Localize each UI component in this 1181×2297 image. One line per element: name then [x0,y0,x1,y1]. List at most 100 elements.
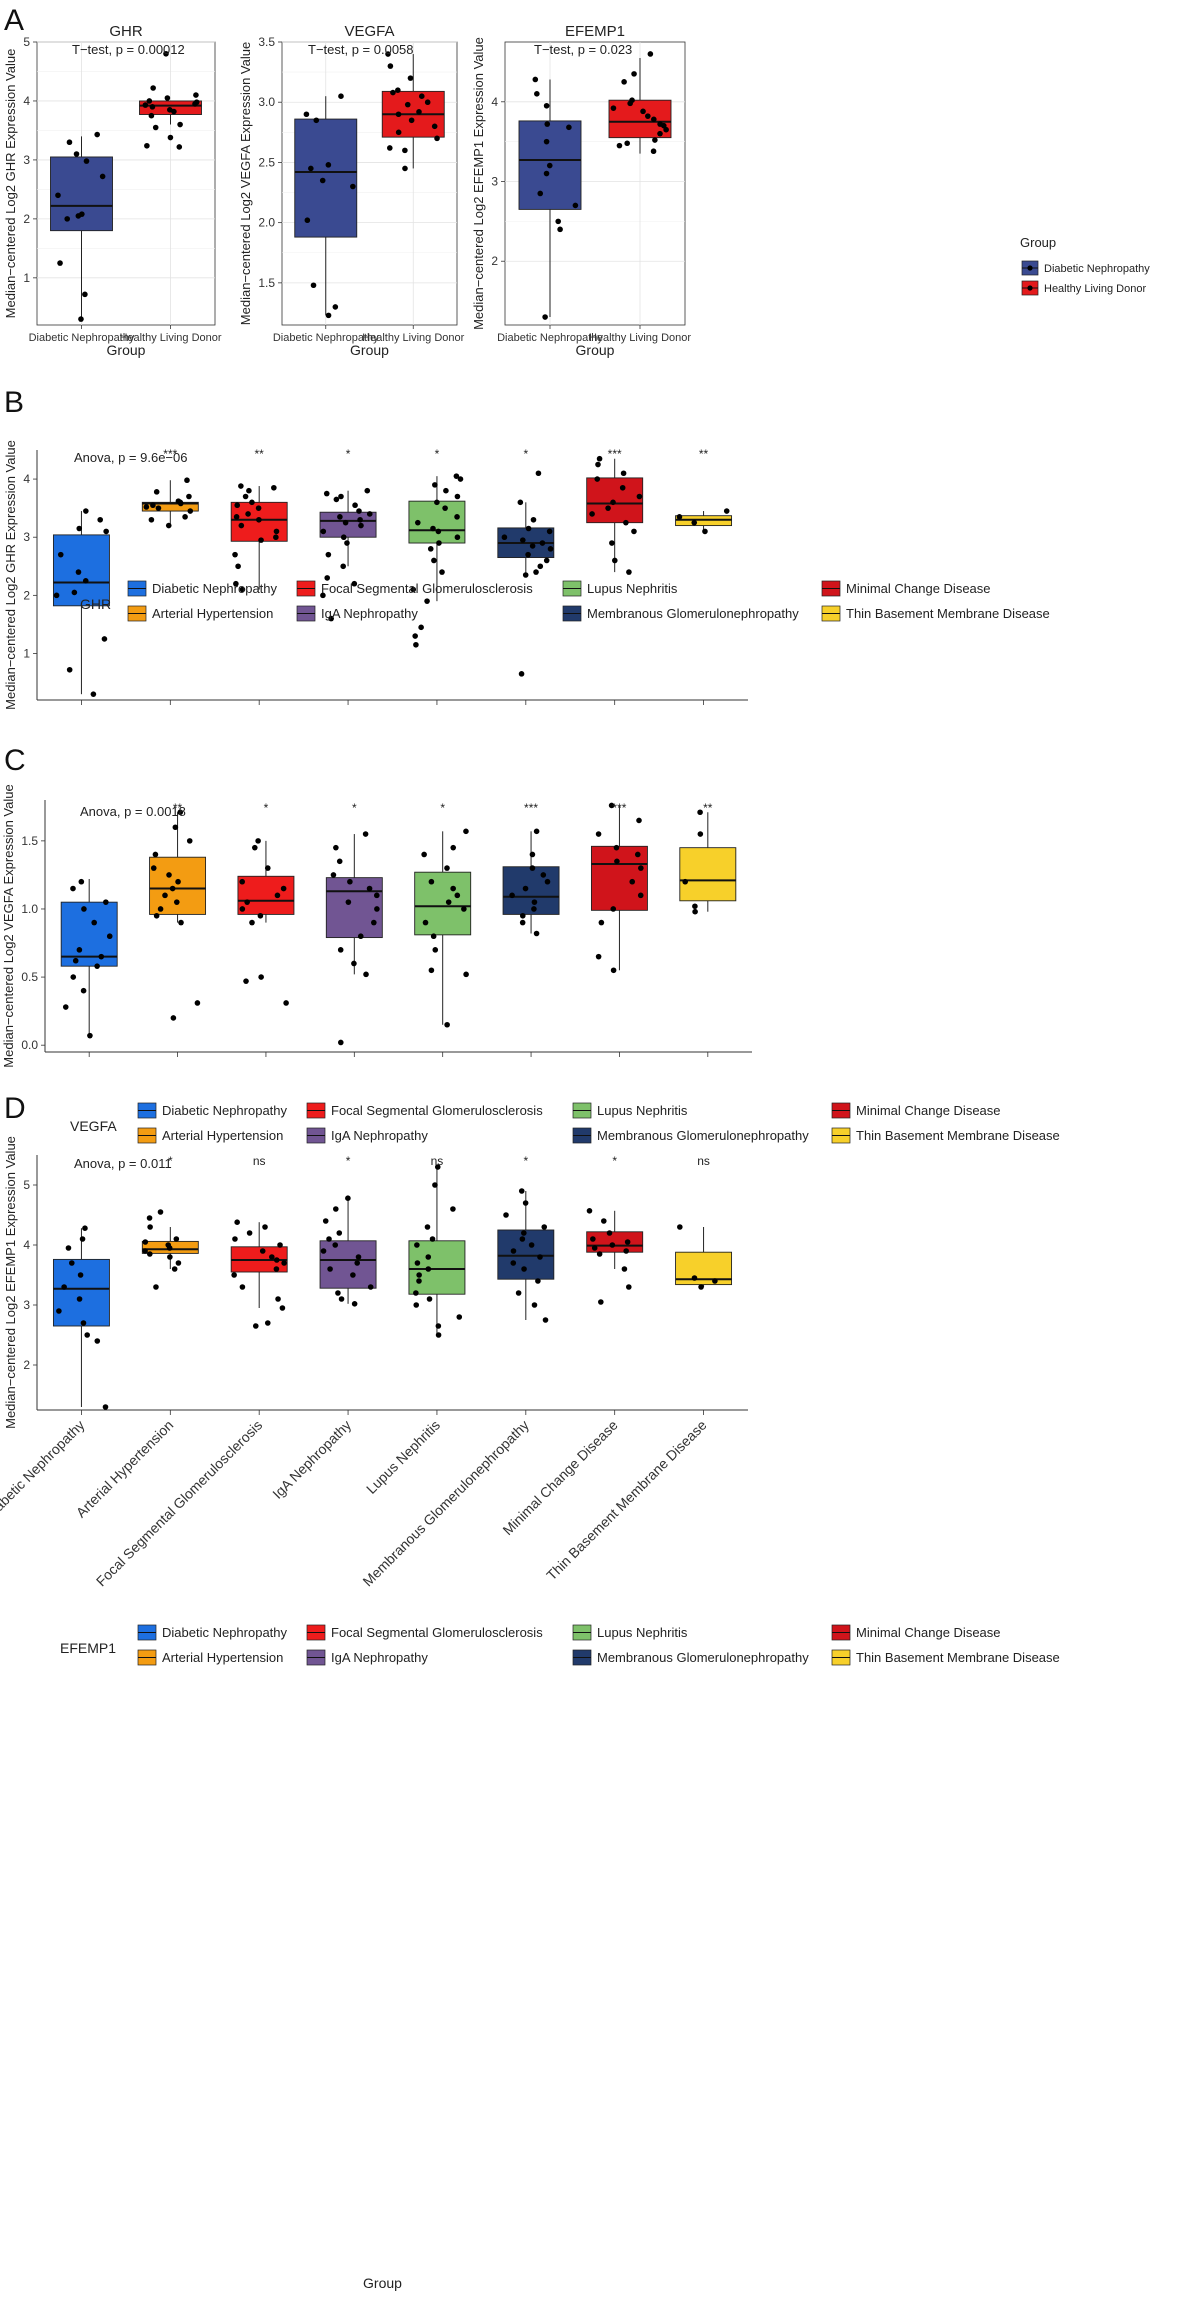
box-membranous-glomerulonephropathy [497,470,555,677]
significance-label: * [346,1154,351,1168]
legend-label: Lupus Nephritis [587,581,678,596]
data-point [351,580,358,587]
data-point [150,85,156,91]
data-point [444,1021,450,1028]
data-point [166,872,172,878]
data-point [692,908,698,915]
data-point [78,878,85,885]
data-point [431,557,437,564]
y-tick-label: 2 [23,588,30,602]
data-point [231,1272,237,1278]
data-point [193,92,199,98]
data-point [454,892,461,899]
data-point [621,1266,628,1272]
x-tick-label: Healthy Living Donor [119,332,221,344]
legend-gene: VEGFA [70,1118,117,1134]
data-point [235,563,241,570]
data-point [418,93,425,99]
x-tick-label: Thin Basement Membrane Disease [543,1417,710,1584]
legend-label: Arterial Hypertension [162,1128,283,1143]
data-point [356,508,362,514]
data-point [328,615,334,622]
data-point [366,511,373,517]
box-body [149,856,207,915]
data-point [73,151,80,157]
significance-label: * [168,1154,173,1168]
data-point [269,1254,275,1260]
y-tick-label: 3 [23,1298,30,1312]
data-point [682,878,688,885]
data-point [187,508,194,514]
data-point [76,947,83,953]
x-axis-label: Group [576,342,615,358]
data-point [66,139,73,146]
box-arterial-hypertension [149,809,207,1021]
data-point [525,525,532,532]
plot-area [37,1155,748,1410]
data-point [647,51,654,57]
data-point [323,490,330,497]
data-point [395,129,402,136]
box-body [141,501,199,512]
box-arterial-hypertension [141,1209,199,1290]
box-body [325,877,383,939]
data-point [66,666,73,673]
data-point [255,838,261,844]
box-minimal-change-disease [586,455,644,575]
data-point [546,528,553,535]
data-point [103,528,109,535]
data-point [246,487,252,494]
data-point [164,95,171,101]
data-point [57,260,63,266]
data-point [542,1317,549,1323]
y-axis-label: Median−centered Log2 VEGFA Expression Va… [238,42,253,325]
data-point [416,1272,422,1278]
data-point [152,124,159,131]
data-point [539,540,546,546]
data-point [532,76,539,83]
data-point [338,93,344,99]
box-body [497,1229,555,1280]
legend-label: Focal Segmental Glomerulosclerosis [321,581,533,596]
y-axis-label: Median−centered Log2 GHR Expression Valu… [3,440,18,710]
data-point [386,145,393,151]
data-point [463,828,469,835]
data-point [421,851,427,858]
test-annotation: T−test, p = 0.023 [534,42,632,57]
data-point [103,899,109,905]
data-point [62,1004,69,1010]
data-point [106,933,113,940]
data-point [428,878,435,885]
significance-label: * [346,447,351,461]
legend-label: Diabetic Nephropathy [1044,263,1150,275]
legend-c: VEGFA Diabetic Nephropathy Focal Segmental… [70,1102,1060,1144]
y-axis-label: Median−centered Log2 EFEMP1 Expression V… [471,37,486,330]
x-tick-label: Diabetic Nephropathy [273,332,379,344]
data-point [521,1230,527,1236]
data-point [338,1296,345,1302]
data-point [233,514,240,520]
x-tick-label: Lupus Nephritis [363,1417,443,1497]
data-point [645,113,651,119]
data-point [432,1182,438,1188]
data-point [435,528,442,535]
data-point [83,508,89,514]
legend-label: Thin Basement Membrane Disease [846,606,1050,621]
box-body [52,534,110,607]
data-point [364,487,371,494]
data-point [676,514,683,520]
data-point [503,1212,509,1218]
data-point [275,1296,281,1302]
box-body [319,1240,377,1289]
data-point [610,906,617,912]
data-point [636,493,643,500]
data-point [239,878,245,885]
box-healthy-living-donor [381,51,445,172]
y-tick-label: 2.5 [258,155,275,169]
data-point [518,1188,525,1194]
data-point [414,519,421,526]
data-point [519,912,526,919]
x-axis-label: Group [350,342,389,358]
data-point [626,1284,632,1290]
